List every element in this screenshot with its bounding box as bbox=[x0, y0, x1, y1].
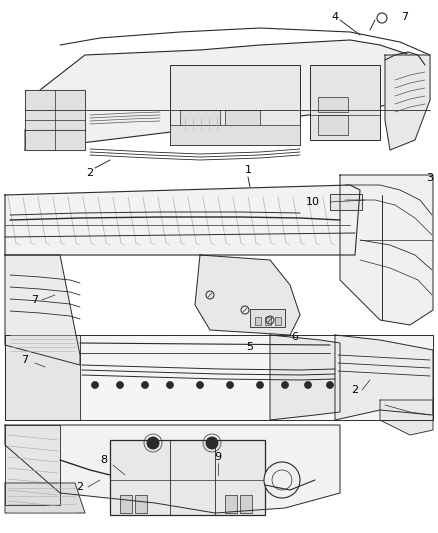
Circle shape bbox=[257, 382, 264, 389]
Circle shape bbox=[147, 437, 159, 449]
Bar bbox=[110, 440, 265, 515]
Bar bbox=[275, 317, 281, 325]
Text: 2: 2 bbox=[351, 385, 359, 395]
Text: 10: 10 bbox=[306, 197, 320, 207]
Bar bbox=[330, 194, 362, 210]
Circle shape bbox=[326, 382, 333, 389]
Circle shape bbox=[141, 382, 148, 389]
Polygon shape bbox=[5, 185, 360, 255]
Bar bbox=[180, 110, 220, 135]
Polygon shape bbox=[5, 255, 80, 365]
Polygon shape bbox=[335, 335, 433, 420]
Text: 7: 7 bbox=[32, 295, 39, 305]
Polygon shape bbox=[25, 90, 85, 150]
Bar bbox=[225, 110, 260, 135]
Text: 5: 5 bbox=[247, 342, 254, 352]
Text: 3: 3 bbox=[427, 173, 434, 183]
Text: 2: 2 bbox=[77, 482, 84, 492]
Text: 4: 4 bbox=[332, 12, 339, 22]
Text: 7: 7 bbox=[402, 12, 409, 22]
Circle shape bbox=[226, 382, 233, 389]
Circle shape bbox=[117, 382, 124, 389]
Bar bbox=[250, 309, 285, 327]
Bar bbox=[310, 65, 380, 140]
Bar bbox=[170, 125, 300, 145]
Circle shape bbox=[197, 382, 204, 389]
Text: 9: 9 bbox=[215, 452, 222, 462]
Text: 8: 8 bbox=[100, 455, 108, 465]
Circle shape bbox=[304, 382, 311, 389]
Bar bbox=[318, 97, 348, 112]
Polygon shape bbox=[385, 55, 430, 150]
Text: 2: 2 bbox=[86, 168, 94, 178]
Bar bbox=[225, 495, 237, 513]
Polygon shape bbox=[25, 40, 430, 150]
Text: 7: 7 bbox=[21, 355, 28, 365]
Bar bbox=[318, 115, 348, 135]
Polygon shape bbox=[5, 335, 433, 420]
Polygon shape bbox=[270, 335, 340, 420]
Text: 1: 1 bbox=[244, 165, 251, 175]
Polygon shape bbox=[195, 255, 300, 335]
Circle shape bbox=[282, 382, 289, 389]
Polygon shape bbox=[340, 175, 433, 325]
Bar bbox=[255, 317, 261, 325]
Bar bbox=[135, 495, 147, 513]
Circle shape bbox=[206, 437, 218, 449]
Polygon shape bbox=[380, 400, 433, 435]
Bar bbox=[120, 495, 132, 513]
Polygon shape bbox=[5, 483, 85, 513]
Polygon shape bbox=[5, 335, 80, 420]
Text: 6: 6 bbox=[292, 332, 299, 342]
Bar bbox=[265, 317, 271, 325]
Bar bbox=[240, 495, 252, 513]
Bar bbox=[170, 65, 300, 145]
Circle shape bbox=[264, 462, 300, 498]
Circle shape bbox=[166, 382, 173, 389]
Circle shape bbox=[92, 382, 99, 389]
Polygon shape bbox=[5, 425, 60, 505]
Polygon shape bbox=[5, 425, 340, 513]
